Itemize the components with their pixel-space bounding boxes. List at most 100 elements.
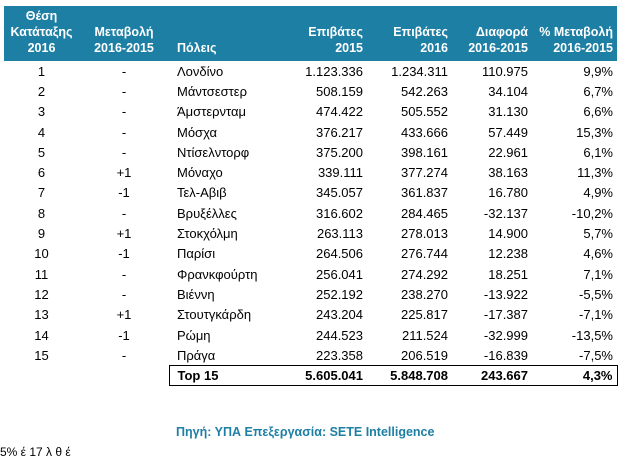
cell-diff: -13.922 xyxy=(483,286,528,302)
cell-pax2016: 225.817 xyxy=(401,307,448,323)
table-row: 2 - Μάντσεστερ 508.159 542.263 34.104 6,7% xyxy=(4,81,617,101)
cell-change: -1 xyxy=(118,327,130,343)
cell-rank: 6 xyxy=(37,165,46,181)
table-container: Θέση Κατάταξης 2016 Μεταβολή 2016-2015 Π… xyxy=(4,6,618,387)
cell-rank: 10 xyxy=(34,246,49,262)
cell-diff: 14.900 xyxy=(488,226,528,242)
cell-pct: 6,7% xyxy=(583,83,613,99)
cell-pax2015: 252.192 xyxy=(316,286,363,302)
cell-pax2015: 264.506 xyxy=(316,246,363,262)
cell-pax2015: 508.159 xyxy=(316,83,363,99)
cell-city: Φρανκφούρτη xyxy=(177,266,258,282)
cell-change: - xyxy=(79,58,169,82)
table-row: 14 -1 Ρώμη 244.523 211.524 -32.999 -13,5% xyxy=(4,325,617,345)
cell-pax2016: 238.270 xyxy=(401,286,448,302)
cell-change: - xyxy=(121,266,127,282)
cell-rank: 9 xyxy=(37,226,46,242)
cell-pax2015: 256.041 xyxy=(316,266,363,282)
cell-diff: 22.961 xyxy=(488,144,528,160)
cell-pax2016: 433.666 xyxy=(401,124,448,140)
total-row: Top 15 5.605.041 5.848.708 243.667 4,3% xyxy=(4,365,618,387)
cell-change: - xyxy=(121,83,127,99)
cell-pax2016: 377.274 xyxy=(401,165,448,181)
cell-pax2016: 276.744 xyxy=(401,246,448,262)
cell-diff: 12.238 xyxy=(488,246,528,262)
table-row: 3 - Άμστερνταμ 474.422 505.552 31.130 6,6% xyxy=(4,102,617,122)
header-pct: % Μεταβολή 2016-2015 xyxy=(532,6,617,60)
cell-pax2016: 361.837 xyxy=(401,185,448,201)
cut-off-text: 5% έ 17 λ θ έ xyxy=(0,445,71,459)
cell-rank: 15 xyxy=(34,348,49,364)
cell-change: +1 xyxy=(116,307,132,323)
cell-city: Ρώμη xyxy=(177,327,211,343)
cell-pax2016: 542.263 xyxy=(401,83,448,99)
cell-pct: 4,6% xyxy=(583,246,613,262)
cell-pax2015: 316.602 xyxy=(316,205,363,221)
header-city: Πόλεις xyxy=(169,6,287,60)
cell-rank: 7 xyxy=(37,185,46,201)
cell-diff: 31.130 xyxy=(488,104,528,120)
total-label: Top 15 xyxy=(168,365,287,387)
table-row: 7 -1 Τελ-Αβιβ 345.057 361.837 16.780 4,9% xyxy=(4,183,617,203)
cell-diff: -32.137 xyxy=(483,205,528,221)
cell-change: +1 xyxy=(116,165,132,181)
total-pax2016: 5.848.708 xyxy=(367,365,452,387)
cell-pct: -7,5% xyxy=(579,347,613,363)
table-row: 5 - Ντίσελντορφ 375.200 398.161 22.961 6,1% xyxy=(4,142,617,162)
cell-pax2016: 284.465 xyxy=(401,205,448,221)
table-row: 13 +1 Στουτγκάρδη 243.204 225.817 -17.387 -7,1… xyxy=(4,305,617,325)
cell-diff: 57.449 xyxy=(488,124,528,140)
header-row: Θέση Κατάταξης 2016 Μεταβολή 2016-2015 Π… xyxy=(4,6,617,60)
cell-city: Ντίσελντορφ xyxy=(177,144,250,160)
cell-pax2015: 376.217 xyxy=(316,124,363,140)
total-diff: 243.667 xyxy=(452,365,532,387)
cell-city: Πράγα xyxy=(177,347,216,363)
cell-pax2015: 339.111 xyxy=(317,165,363,181)
cell-change: -1 xyxy=(118,246,130,262)
cell-pct: -7,1% xyxy=(579,307,613,323)
cell-pct: 5,7% xyxy=(583,226,613,242)
cell-city: Μόσχα xyxy=(177,124,218,140)
cell-pct: -10,2% xyxy=(571,205,613,221)
cell-pax2015: 223.358 xyxy=(316,347,363,363)
header-pax2016: Επιβάτες 2016 xyxy=(367,6,452,60)
cell-change: - xyxy=(121,286,127,302)
cell-diff: 110.975 xyxy=(452,58,532,82)
header-diff: Διαφορά 2016-2015 xyxy=(452,6,532,60)
cell-change: - xyxy=(121,124,127,140)
table-row: 9 +1 Στοκχόλμη 263.113 278.013 14.900 5,7% xyxy=(4,223,617,243)
cell-city: Λονδίνο xyxy=(169,58,287,82)
cell-pct: 4,9% xyxy=(583,185,613,201)
cell-pax2015: 375.200 xyxy=(316,144,363,160)
cell-diff: 34.104 xyxy=(488,83,528,99)
source-note: Πηγή: ΥΠΑ Επεξεργασία: SETE Intelligence xyxy=(176,425,435,439)
cell-rank: 2 xyxy=(37,83,46,99)
cell-rank: 4 xyxy=(37,124,46,140)
table-row: 11 - Φρανκφούρτη 256.041 274.292 18.251 7,1% xyxy=(4,264,617,284)
header-change: Μεταβολή 2016-2015 xyxy=(79,6,169,60)
cell-pax2016: 1.234.311 xyxy=(367,58,452,82)
table-body: 1- Λονδίνο 1.123.336 1.234.311 110.975 9,9% 2-… xyxy=(4,58,617,366)
header-pax2015: Επιβάτες 2015 xyxy=(287,6,367,60)
cell-diff: -16.839 xyxy=(483,347,528,363)
cell-rank: 11 xyxy=(34,266,49,282)
cell-pct: 7,1% xyxy=(583,266,613,282)
passenger-table: Θέση Κατάταξης 2016 Μεταβολή 2016-2015 Π… xyxy=(4,6,618,387)
cell-pax2015: 243.204 xyxy=(316,307,363,323)
cell-pct: 9,9% xyxy=(532,58,617,82)
cell-pax2016: 274.292 xyxy=(401,266,448,282)
cell-city: Μάντσεστερ xyxy=(177,83,247,99)
cell-pct: 11,3% xyxy=(577,165,613,181)
cell-pct: 6,6% xyxy=(583,104,613,120)
cell-pax2015: 345.057 xyxy=(316,185,363,201)
cell-change: - xyxy=(121,144,127,160)
cell-city: Βρυξέλλες xyxy=(177,205,237,221)
cell-pct: 6,1% xyxy=(583,144,613,160)
cell-city: Βιέννη xyxy=(177,286,215,302)
cell-change: -1 xyxy=(118,185,130,201)
header-rank: Θέση Κατάταξης 2016 xyxy=(4,6,79,60)
cell-pax2015: 1.123.336 xyxy=(287,58,367,82)
cell-rank: 13 xyxy=(34,307,49,323)
cell-rank: 5 xyxy=(37,144,46,160)
cell-rank: 14 xyxy=(34,327,49,343)
